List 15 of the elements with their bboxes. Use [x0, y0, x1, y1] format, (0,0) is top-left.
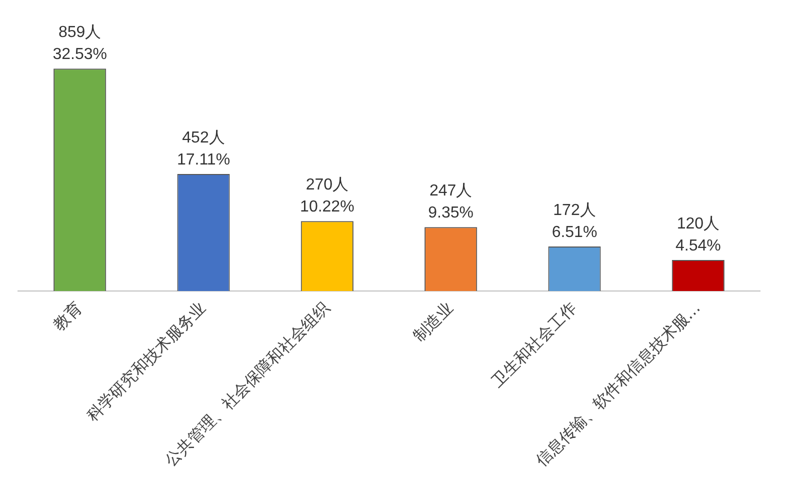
annotation: 9.35%	[428, 204, 474, 222]
data-label: 270人	[306, 176, 349, 194]
annotation: 10.22%	[300, 198, 354, 216]
data-label: 859人	[58, 24, 102, 42]
annotation: 17.11%	[176, 151, 230, 168]
data-label: 247人	[429, 182, 472, 200]
annotation: 4.54%	[675, 237, 721, 254]
data-label: 172人	[553, 202, 596, 219]
x-tick-label: 制造业	[409, 298, 457, 346]
data-label: 120人	[676, 215, 720, 232]
x-tick-label: 卫生和社会工作	[488, 298, 580, 391]
data-label: 452人	[182, 129, 225, 146]
annotation: 6.51%	[552, 224, 598, 241]
annotation: 32.53%	[52, 46, 107, 64]
x-tick-label: 教育	[50, 298, 86, 334]
